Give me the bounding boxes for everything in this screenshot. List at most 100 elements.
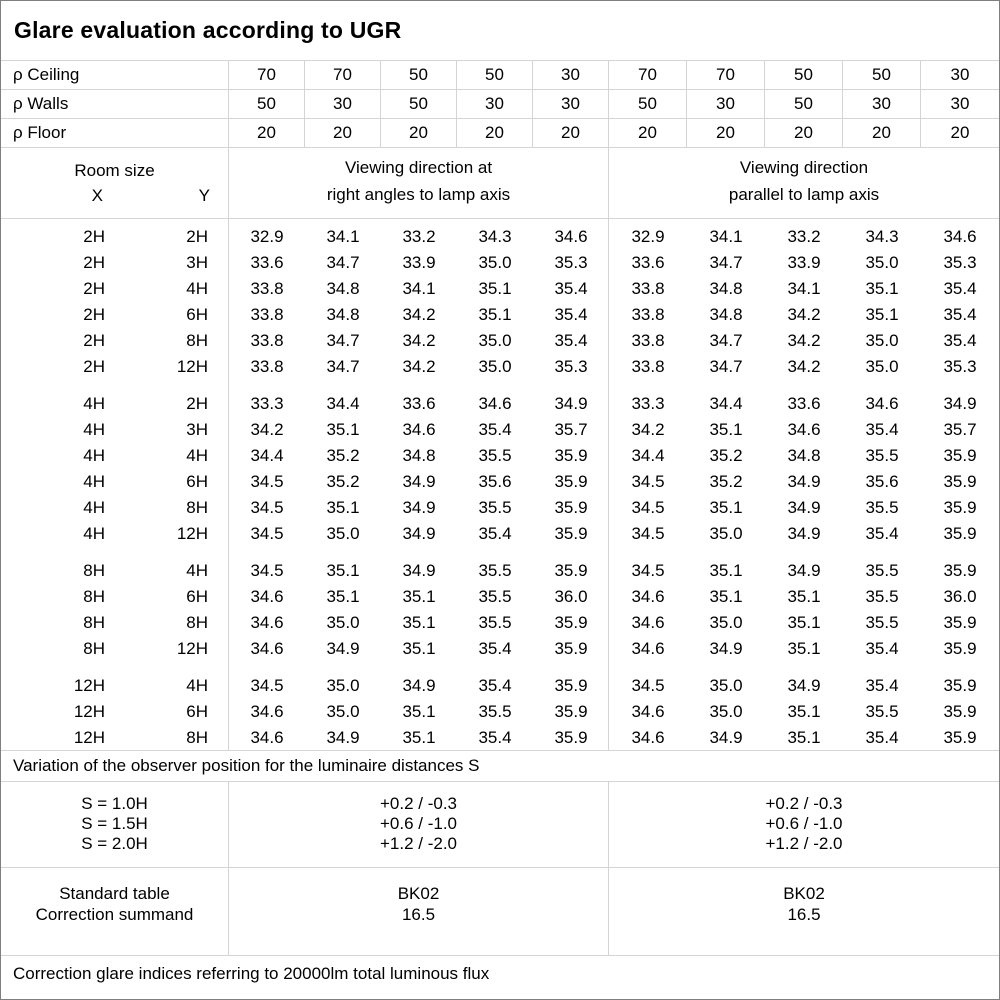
ugr-value: 35.9: [554, 524, 588, 543]
room-size-x: 4H: [83, 394, 105, 413]
ugr-value: 34.6: [787, 420, 821, 439]
ugr-value: 34.5: [250, 561, 284, 580]
ugr-value: 35.0: [865, 331, 899, 350]
ugr-value: 34.7: [326, 253, 360, 272]
ugr-value: 34.9: [402, 561, 436, 580]
ugr-value: 35.0: [478, 357, 512, 376]
correction-summand-label: Correction summand: [35, 905, 194, 924]
spacing-value: +0.2 / -0.3: [379, 794, 458, 813]
ugr-value: 34.9: [326, 728, 360, 747]
ugr-value: 32.9: [631, 227, 665, 246]
room-size-x: 4H: [83, 420, 105, 439]
ugr-value: 35.7: [943, 420, 977, 439]
ugr-value: 35.0: [326, 613, 360, 632]
ugr-value: 33.6: [787, 394, 821, 413]
ugr-value: 34.1: [402, 279, 436, 298]
reflectance-value: 30: [457, 90, 533, 118]
ugr-value: 35.9: [943, 639, 977, 658]
ugr-row: 4H 4H 34.4 35.2 34.8 35.5 35.9 34.4 35.2 34.8 35.5…: [1, 443, 999, 469]
ugr-value: 34.6: [250, 728, 284, 747]
reflectance-value: 20: [457, 119, 533, 147]
ugr-value: 35.0: [326, 524, 360, 543]
header-line-2: right angles to lamp axis: [326, 185, 511, 204]
page-title: Glare evaluation according to UGR: [14, 17, 402, 43]
spacing-values-right-angles: +0.2 / -0.3 +0.6 / -1.0 +1.2 / -2.0: [229, 782, 609, 867]
title-band: Glare evaluation according to UGR: [1, 1, 999, 61]
ugr-value: 34.6: [478, 394, 512, 413]
ugr-value: 35.9: [554, 446, 588, 465]
x-column-header: X: [91, 186, 103, 205]
ugr-value: 35.5: [865, 446, 899, 465]
ugr-value: 35.0: [709, 613, 743, 632]
ugr-value: 33.8: [631, 357, 665, 376]
ugr-value: 34.9: [787, 524, 821, 543]
room-size-y: 6H: [186, 587, 208, 606]
reflectance-row: ρ Ceiling 70 70 50 50 30 70 70 50 50 30: [1, 61, 999, 90]
ugr-value: 35.5: [865, 613, 899, 632]
ugr-value: 34.7: [326, 357, 360, 376]
reflectance-value: 20: [765, 119, 843, 147]
y-column-header: Y: [198, 186, 210, 205]
ugr-value: 34.9: [402, 472, 436, 491]
ugr-row: 2H 12H 33.8 34.7 34.2 35.0 35.3 33.8 34.7 34.2 35.…: [1, 354, 999, 380]
room-size-header: Room size X Y: [1, 148, 229, 218]
ugr-value: 35.1: [402, 702, 436, 721]
ugr-value: 35.4: [865, 728, 899, 747]
ugr-value: 34.5: [631, 676, 665, 695]
ugr-value: 35.4: [554, 279, 588, 298]
ugr-value: 35.1: [326, 587, 360, 606]
ugr-value: 35.1: [709, 561, 743, 580]
ugr-value: 36.0: [943, 587, 977, 606]
ugr-value: 35.5: [865, 561, 899, 580]
ugr-value: 34.9: [787, 561, 821, 580]
ugr-value: 35.4: [478, 524, 512, 543]
correction-summand-value: 16.5: [787, 905, 821, 924]
ugr-value: 33.6: [402, 394, 436, 413]
ugr-value: 34.3: [478, 227, 512, 246]
ugr-value: 34.6: [631, 728, 665, 747]
correction-section: Standard table Correction summand BK02 1…: [1, 868, 999, 956]
ugr-value: 33.8: [250, 331, 284, 350]
ugr-row: 8H 12H 34.6 34.9 35.1 35.4 35.9 34.6 34.9 35.1 35.…: [1, 636, 999, 662]
ugr-value: 34.6: [250, 639, 284, 658]
ugr-row: 12H 8H 34.6 34.9 35.1 35.4 35.9 34.6 34.9 35.1 35.…: [1, 725, 999, 751]
ugr-value: 34.6: [250, 587, 284, 606]
spacing-label: S = 2.0H: [81, 834, 148, 853]
ugr-value: 35.2: [709, 472, 743, 491]
ugr-value: 35.9: [943, 446, 977, 465]
room-size-x: 2H: [83, 331, 105, 350]
ugr-value: 34.6: [402, 420, 436, 439]
footer-note: Correction glare indices referring to 20…: [13, 963, 490, 983]
ugr-value: 35.1: [402, 728, 436, 747]
ugr-value: 34.5: [250, 676, 284, 695]
ugr-value: 34.8: [709, 279, 743, 298]
ugr-value: 35.1: [865, 279, 899, 298]
ugr-value: 35.9: [943, 728, 977, 747]
ugr-value: 34.6: [554, 227, 588, 246]
reflectance-value: 70: [687, 61, 765, 89]
ugr-value: 35.0: [326, 702, 360, 721]
ugr-value: 35.9: [554, 561, 588, 580]
ugr-value: 35.9: [943, 676, 977, 695]
room-size-x: 2H: [83, 253, 105, 272]
reflectance-value: 20: [533, 119, 609, 147]
correction-summand-value: 16.5: [401, 905, 436, 924]
ugr-value: 35.0: [709, 524, 743, 543]
ugr-value: 34.9: [402, 498, 436, 517]
ugr-value: 34.6: [943, 227, 977, 246]
ugr-value: 33.2: [402, 227, 436, 246]
ugr-value: 35.9: [943, 613, 977, 632]
room-size-x: 4H: [83, 524, 105, 543]
ugr-value: 35.7: [554, 420, 588, 439]
header-line-1: Viewing direction: [739, 158, 869, 177]
ugr-value: 34.5: [250, 472, 284, 491]
ugr-value: 33.9: [402, 253, 436, 272]
ugr-row: 2H 2H 32.9 34.1 33.2 34.3 34.6 32.9 34.1 33.2 34.3…: [1, 224, 999, 250]
reflectance-label: ρ Ceiling: [1, 61, 229, 89]
ugr-row: 4H 8H 34.5 35.1 34.9 35.5 35.9 34.5 35.1 34.9 35.5…: [1, 495, 999, 521]
standard-table-label: Standard table: [59, 884, 170, 903]
ugr-value: 34.4: [326, 394, 360, 413]
ugr-value: 34.9: [402, 676, 436, 695]
spacing-value: +1.2 / -2.0: [379, 834, 458, 853]
spacing-label: S = 1.0H: [81, 794, 148, 813]
